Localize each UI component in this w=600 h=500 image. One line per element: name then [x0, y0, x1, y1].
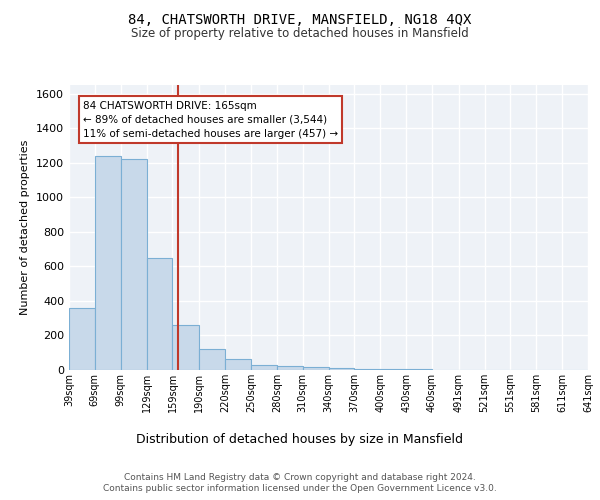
Text: 84, CHATSWORTH DRIVE, MANSFIELD, NG18 4QX: 84, CHATSWORTH DRIVE, MANSFIELD, NG18 4Q… — [128, 12, 472, 26]
Bar — [95, 156, 121, 370]
Bar — [277, 366, 302, 370]
Bar — [172, 325, 199, 370]
Text: Distribution of detached houses by size in Mansfield: Distribution of detached houses by size … — [137, 432, 464, 446]
Bar — [146, 258, 172, 370]
Bar — [329, 368, 355, 370]
Bar — [199, 350, 225, 370]
Bar — [121, 160, 146, 370]
Bar — [355, 368, 380, 370]
Bar — [69, 308, 95, 370]
Bar — [225, 359, 251, 370]
Text: 84 CHATSWORTH DRIVE: 165sqm
← 89% of detached houses are smaller (3,544)
11% of : 84 CHATSWORTH DRIVE: 165sqm ← 89% of det… — [83, 100, 338, 138]
Bar — [302, 368, 329, 370]
Bar — [251, 365, 277, 370]
Bar — [380, 369, 406, 370]
Text: Contains public sector information licensed under the Open Government Licence v3: Contains public sector information licen… — [103, 484, 497, 493]
Text: Contains HM Land Registry data © Crown copyright and database right 2024.: Contains HM Land Registry data © Crown c… — [124, 472, 476, 482]
Text: Size of property relative to detached houses in Mansfield: Size of property relative to detached ho… — [131, 28, 469, 40]
Y-axis label: Number of detached properties: Number of detached properties — [20, 140, 31, 315]
